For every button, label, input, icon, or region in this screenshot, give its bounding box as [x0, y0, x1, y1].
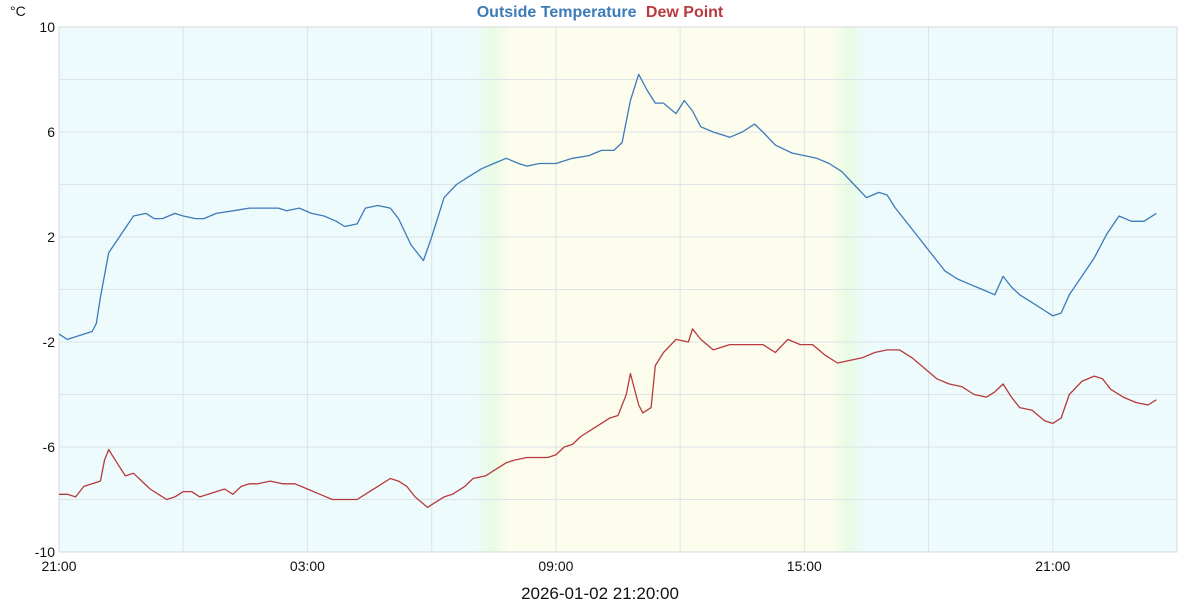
x-tick-label: 21:00	[41, 558, 76, 574]
title-temperature: Outside Temperature	[477, 4, 637, 21]
x-tick-label: 03:00	[290, 558, 325, 574]
y-axis-unit: °C	[10, 3, 26, 19]
series-lines	[58, 73, 1157, 509]
grid-lines	[58, 26, 1178, 553]
plot-border	[58, 26, 1178, 553]
title-dewpoint: Dew Point	[646, 4, 724, 21]
y-tick-label: -6	[43, 439, 56, 455]
series-line-dew-point	[59, 328, 1157, 509]
x-tick-label: 15:00	[787, 558, 822, 574]
x-tick-label: 21:00	[1035, 558, 1070, 574]
y-tick-label: -2	[43, 334, 56, 350]
y-tick-label: 2	[47, 229, 55, 245]
y-tick-label: -10	[35, 544, 55, 560]
x-axis-ticks: 21:00 03:00 09:00 15:00 21:00	[41, 558, 1070, 574]
y-tick-label: 10	[39, 19, 55, 35]
y-axis-ticks: -10 -6 -2 2 6 10	[35, 19, 55, 560]
series-line-outside-temperature	[58, 73, 1157, 341]
x-tick-label: 09:00	[538, 558, 573, 574]
y-tick-label: 6	[47, 124, 55, 140]
chart-title: Outside Temperature Dew Point	[477, 4, 724, 21]
timestamp-footer: 2026-01-02 21:20:00	[521, 584, 679, 600]
